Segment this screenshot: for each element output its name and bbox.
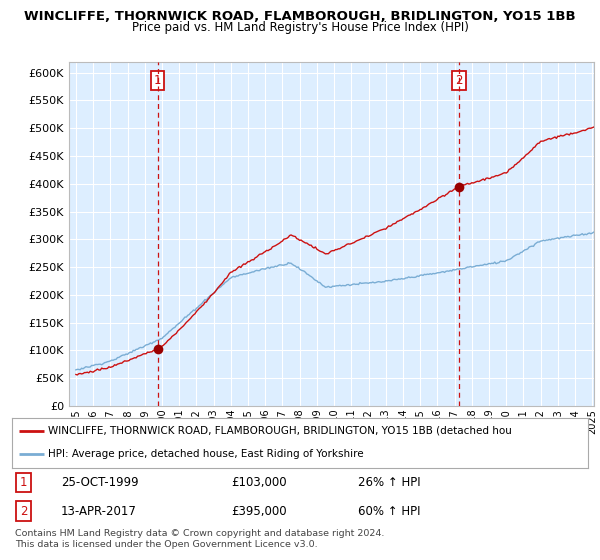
Text: 26% ↑ HPI: 26% ↑ HPI bbox=[358, 476, 420, 489]
Text: 1: 1 bbox=[154, 74, 161, 87]
Text: WINCLIFFE, THORNWICK ROAD, FLAMBOROUGH, BRIDLINGTON, YO15 1BB: WINCLIFFE, THORNWICK ROAD, FLAMBOROUGH, … bbox=[24, 10, 576, 22]
Text: Price paid vs. HM Land Registry's House Price Index (HPI): Price paid vs. HM Land Registry's House … bbox=[131, 21, 469, 34]
Text: 13-APR-2017: 13-APR-2017 bbox=[61, 505, 137, 517]
Text: HPI: Average price, detached house, East Riding of Yorkshire: HPI: Average price, detached house, East… bbox=[48, 449, 364, 459]
Text: 2: 2 bbox=[455, 74, 463, 87]
Text: Contains HM Land Registry data © Crown copyright and database right 2024.
This d: Contains HM Land Registry data © Crown c… bbox=[15, 529, 385, 549]
Text: 60% ↑ HPI: 60% ↑ HPI bbox=[358, 505, 420, 517]
Text: 1: 1 bbox=[20, 476, 27, 489]
Text: 25-OCT-1999: 25-OCT-1999 bbox=[61, 476, 139, 489]
Text: WINCLIFFE, THORNWICK ROAD, FLAMBOROUGH, BRIDLINGTON, YO15 1BB (detached hou: WINCLIFFE, THORNWICK ROAD, FLAMBOROUGH, … bbox=[48, 426, 512, 436]
Text: £103,000: £103,000 bbox=[231, 476, 287, 489]
Text: £395,000: £395,000 bbox=[231, 505, 287, 517]
Text: 2: 2 bbox=[20, 505, 27, 517]
